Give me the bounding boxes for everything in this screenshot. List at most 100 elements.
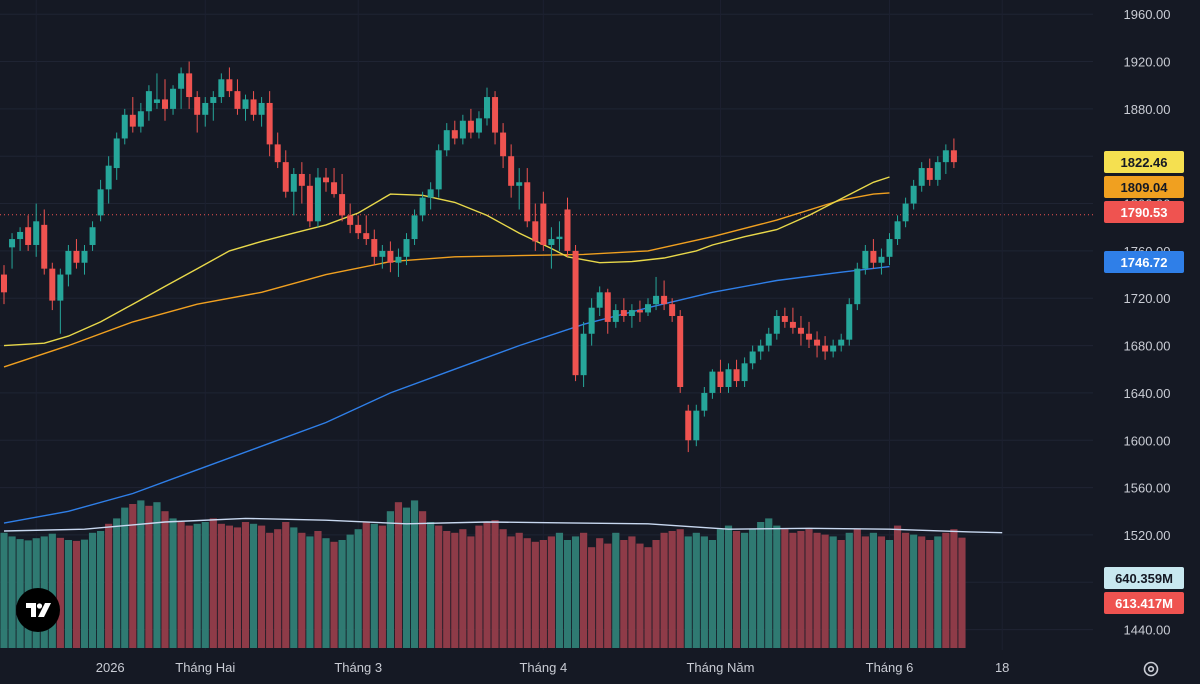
candle: [89, 221, 96, 251]
ma-yellow-line: [3, 176, 890, 347]
volume-bar: [628, 536, 636, 648]
candle: [661, 280, 668, 311]
candle: [822, 336, 829, 360]
volume-bar: [169, 518, 177, 648]
candle: [749, 345, 756, 370]
price-badge: 1822.46: [1104, 151, 1184, 173]
candle: [757, 339, 764, 360]
volume-bar: [145, 505, 153, 648]
volume-bar: [934, 536, 942, 648]
volume-bar: [258, 525, 266, 648]
price-badge-label: 1746.72: [1121, 255, 1168, 270]
candle: [121, 108, 128, 145]
time-tick-label: Tháng Năm: [686, 660, 754, 675]
candle: [218, 73, 225, 103]
volume-bar: [741, 532, 749, 648]
volume-bar: [620, 540, 628, 648]
candle: [765, 327, 772, 352]
volume-bar: [684, 536, 692, 648]
candle: [347, 203, 354, 234]
candle: [620, 298, 627, 322]
price-tick-label: 1960.00: [1124, 7, 1171, 22]
volume-bar: [314, 531, 322, 648]
volume-bar: [177, 522, 185, 648]
candle: [1, 265, 7, 305]
volume-bar: [233, 527, 242, 648]
price-tick-label: 1920.00: [1124, 55, 1171, 70]
price-badge-label: 1822.46: [1121, 155, 1168, 170]
candle: [540, 191, 547, 251]
volume-badge: 613.417M: [1104, 592, 1184, 614]
price-tick-label: 1720.00: [1124, 291, 1171, 306]
candle: [194, 91, 201, 133]
volume-bar: [394, 502, 403, 648]
time-tick-label: Tháng 6: [866, 660, 914, 675]
candle: [636, 300, 643, 322]
candle: [202, 97, 209, 127]
candle: [524, 168, 531, 228]
volume-bar: [137, 500, 145, 648]
volume-bar: [660, 532, 668, 648]
volume-ma-line: [3, 517, 1003, 534]
price-tick-label: 1440.00: [1124, 623, 1171, 638]
candle: [516, 168, 523, 210]
candle: [556, 221, 563, 251]
candle: [153, 73, 160, 109]
candle: [258, 97, 265, 127]
volume-bar: [330, 541, 338, 648]
volume-bar: [926, 540, 934, 648]
candle: [363, 215, 370, 245]
volume-bar: [829, 536, 837, 648]
candle: [145, 85, 152, 121]
volume-bar: [217, 523, 225, 648]
volume-bar: [958, 537, 966, 648]
time-tick-label: Tháng 3: [334, 660, 382, 675]
candle: [403, 233, 410, 266]
volume-bar: [708, 540, 716, 648]
volume-bar: [902, 532, 910, 648]
candle: [669, 298, 676, 322]
price-badge: 1809.04: [1104, 176, 1184, 198]
volume-bar: [419, 511, 427, 648]
candle: [500, 123, 507, 169]
candle: [443, 123, 450, 157]
volume-bar: [64, 540, 72, 648]
candle: [508, 144, 515, 198]
volume-bar: [644, 547, 652, 648]
candle: [902, 197, 909, 228]
candle: [170, 85, 177, 115]
volume-bar: [612, 532, 620, 648]
candle: [870, 239, 877, 269]
volume-bar: [893, 525, 902, 648]
volume-bar: [483, 522, 491, 648]
volume-bar: [121, 507, 129, 648]
gear-icon[interactable]: [1141, 659, 1161, 679]
candle: [395, 248, 402, 277]
price-tick-label: 1520.00: [1124, 528, 1171, 543]
time-tick-label: 2026: [96, 660, 125, 675]
candle: [467, 108, 474, 139]
candle: [298, 162, 305, 204]
volume-bar: [797, 531, 805, 648]
tradingview-logo-icon[interactable]: [16, 588, 60, 632]
volume-bar: [604, 543, 612, 648]
candle: [862, 244, 869, 275]
candle: [701, 387, 708, 417]
volume-bar: [596, 538, 604, 648]
volume-bar: [571, 536, 580, 648]
volume-bar: [129, 504, 137, 648]
volume-bar: [821, 534, 829, 648]
volume-bar: [853, 529, 861, 648]
candle: [459, 114, 466, 145]
candle: [886, 233, 893, 266]
candle: [162, 79, 168, 121]
price-tick-label: 1880.00: [1124, 102, 1171, 117]
price-tick-label: 1640.00: [1124, 386, 1171, 401]
volume-bar: [282, 522, 290, 648]
candle: [918, 162, 925, 192]
ma-orange-line: [3, 192, 890, 368]
volume-bar: [346, 534, 354, 648]
candle: [129, 97, 136, 133]
volume-bar: [692, 532, 700, 648]
